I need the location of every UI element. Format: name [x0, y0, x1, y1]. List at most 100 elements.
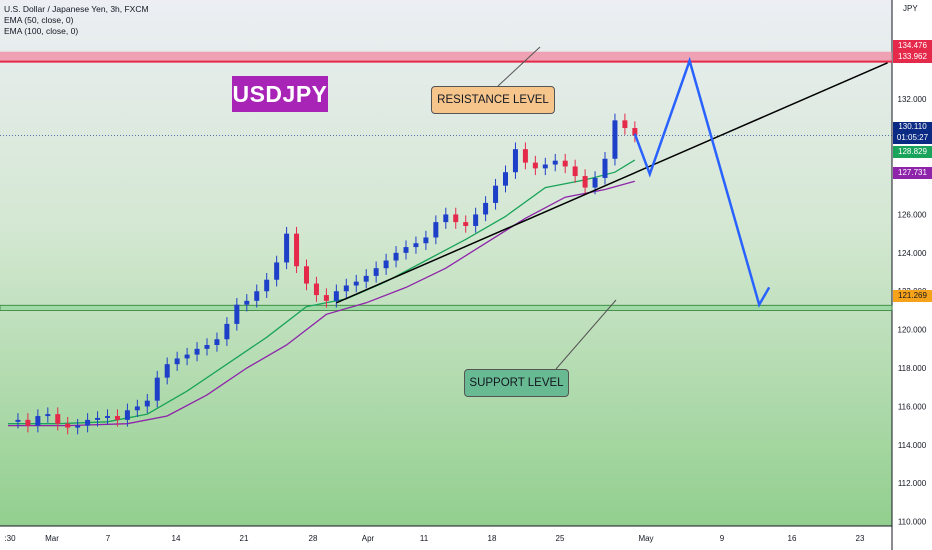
current-price-value: 130.110 [898, 122, 927, 131]
ema50-value-badge: 128.829 [893, 146, 932, 158]
candle-body [214, 339, 220, 345]
time-tick-label: 28 [309, 534, 318, 543]
price-tick-label: 132.000 [898, 95, 927, 104]
candle-body [105, 416, 110, 418]
legend-symbol[interactable]: U.S. Dollar / Japanese Yen, 3h, FXCM [4, 4, 149, 14]
resistance-callout-pointer [497, 46, 541, 87]
candle-body [134, 406, 140, 411]
chart-legend: U.S. Dollar / Japanese Yen, 3h, FXCM EMA… [4, 4, 149, 37]
support-zone [0, 304, 893, 311]
ema100-value-badge: 127.731 [893, 167, 932, 179]
candle-body [194, 348, 200, 355]
candle-body [463, 222, 469, 226]
price-tick-label: 120.000 [898, 326, 927, 335]
candle-body [403, 247, 409, 253]
candle-body [423, 237, 429, 244]
candle-body [483, 202, 489, 215]
price-tick-label: 110.000 [898, 518, 927, 527]
time-tick-label: 23 [856, 534, 865, 543]
candle-body [612, 120, 618, 159]
time-axis-panel [0, 526, 892, 550]
support-level-callout: SUPPORT LEVEL [464, 369, 569, 397]
candle-body [503, 172, 508, 186]
legend-ema50[interactable]: EMA (50, close, 0) [4, 15, 74, 25]
chart-background [0, 0, 892, 526]
candle-body [234, 304, 240, 324]
candle-body [144, 400, 150, 407]
candle-body [393, 252, 399, 261]
price-tick-label: 114.000 [898, 441, 927, 450]
resistance-top-badge: 134.476 [893, 40, 932, 52]
candle-body [433, 222, 439, 238]
candle-body [25, 419, 31, 426]
candle-body [204, 345, 210, 349]
candle-body [582, 176, 588, 188]
candle-body [632, 128, 638, 136]
price-tick-label: 124.000 [898, 249, 927, 258]
candle-body [164, 364, 170, 378]
ascending-trendline [336, 62, 888, 304]
support-callout-pointer [555, 299, 617, 370]
price-tick-label: 116.000 [898, 402, 927, 411]
resistance-zone [0, 51, 892, 62]
candle-body [353, 281, 359, 286]
candle-body [333, 291, 339, 301]
price-axis-panel [892, 0, 932, 550]
candle-body [323, 295, 329, 301]
candle-body [363, 275, 369, 282]
candle-body [443, 214, 449, 223]
candle-body [244, 300, 250, 305]
candle-body [154, 377, 160, 401]
candle-countdown: 01:05:27 [896, 132, 929, 142]
candle-body [473, 214, 479, 226]
time-tick-label: 9 [720, 534, 725, 543]
candle-body [552, 160, 558, 165]
candle-body [75, 425, 81, 428]
price-tick-label: 126.000 [898, 210, 927, 219]
candle-body [304, 266, 309, 284]
time-tick-label: :30 [4, 534, 16, 543]
support-value-badge: 121.269 [893, 290, 932, 302]
legend-ema100[interactable]: EMA (100, close, 0) [4, 26, 79, 36]
resistance-level-callout: RESISTANCE LEVEL [431, 86, 555, 114]
candle-body [284, 233, 290, 263]
candle-body [65, 423, 71, 428]
candle-body [85, 419, 91, 426]
candle-body [224, 323, 230, 340]
candle-body [254, 291, 260, 301]
candle-body [532, 162, 538, 169]
candle-body [15, 419, 21, 422]
candle-body [343, 285, 349, 292]
time-tick-label: 21 [240, 534, 249, 543]
candle-body [124, 410, 130, 420]
candle-body [373, 268, 379, 276]
current-price-badge: 130.110 01:05:27 [893, 122, 932, 144]
candle-body [114, 416, 120, 420]
currency-label[interactable]: JPY [903, 4, 918, 13]
time-tick-label: 25 [556, 534, 565, 543]
projection-path [633, 56, 771, 308]
time-tick-label: 14 [172, 534, 181, 543]
candle-body [413, 243, 419, 248]
time-tick-label: 18 [488, 534, 497, 543]
candle-body [453, 214, 459, 223]
candle-body [55, 414, 61, 424]
price-tick-label: 112.000 [898, 479, 927, 488]
candle-body [95, 417, 101, 420]
candle-body [383, 260, 389, 269]
price-tick-label: 118.000 [898, 364, 927, 373]
candle-body [542, 164, 548, 169]
candle-body [493, 185, 499, 203]
candle-body [562, 160, 568, 167]
resistance-bottom-badge: 133.962 [893, 51, 932, 63]
candle-body [274, 262, 280, 280]
usdjpy-title-label: USDJPY [232, 76, 328, 112]
candle-body [294, 233, 300, 267]
candle-body [174, 358, 180, 365]
candle-body [313, 283, 319, 296]
candle-body [592, 177, 598, 188]
time-tick-label: 11 [420, 534, 429, 543]
candle-body [184, 354, 190, 359]
time-tick-label: Apr [362, 534, 375, 543]
